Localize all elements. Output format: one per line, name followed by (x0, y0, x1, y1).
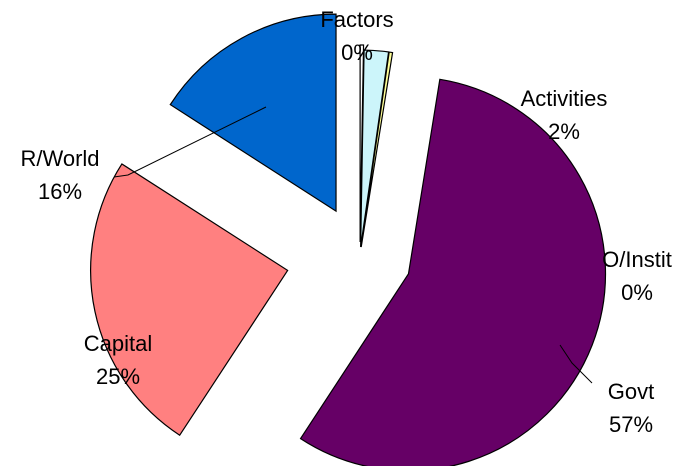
slice-value-label-govt: 57% (609, 412, 653, 437)
slice-label-govt: Govt (608, 379, 654, 404)
slice-value-label-o-instit: 0% (621, 280, 653, 305)
slice-label-r-world: R/World (20, 146, 99, 171)
slice-label-o-instit: O/Instit (602, 247, 672, 272)
slice-label-activities: Activities (521, 86, 608, 111)
labels-layer: Factors 0% Activities 2% O/Instit 0% Govt 57% Ca… (20, 7, 671, 437)
pie-slice-govt (299, 78, 607, 466)
leader-line-r-world (113, 106, 267, 178)
slice-label-factors: Factors (320, 7, 393, 32)
pie-slice-o-instit (360, 51, 394, 248)
leader-line-govt (559, 344, 593, 384)
slices-layer (90, 13, 607, 466)
slice-label-capital: Capital (84, 331, 152, 356)
pie-slice-activities (360, 49, 390, 248)
pie-slice-capital (90, 163, 289, 437)
slice-value-label-activities: 2% (548, 119, 580, 144)
leader-lines (113, 106, 593, 384)
pie-slice-factors (359, 44, 365, 243)
slice-value-label-r-world: 16% (38, 179, 82, 204)
slice-value-label-capital: 25% (96, 364, 140, 389)
pie-slice-r-world (169, 13, 337, 213)
slice-value-label-factors: 0% (341, 40, 373, 65)
